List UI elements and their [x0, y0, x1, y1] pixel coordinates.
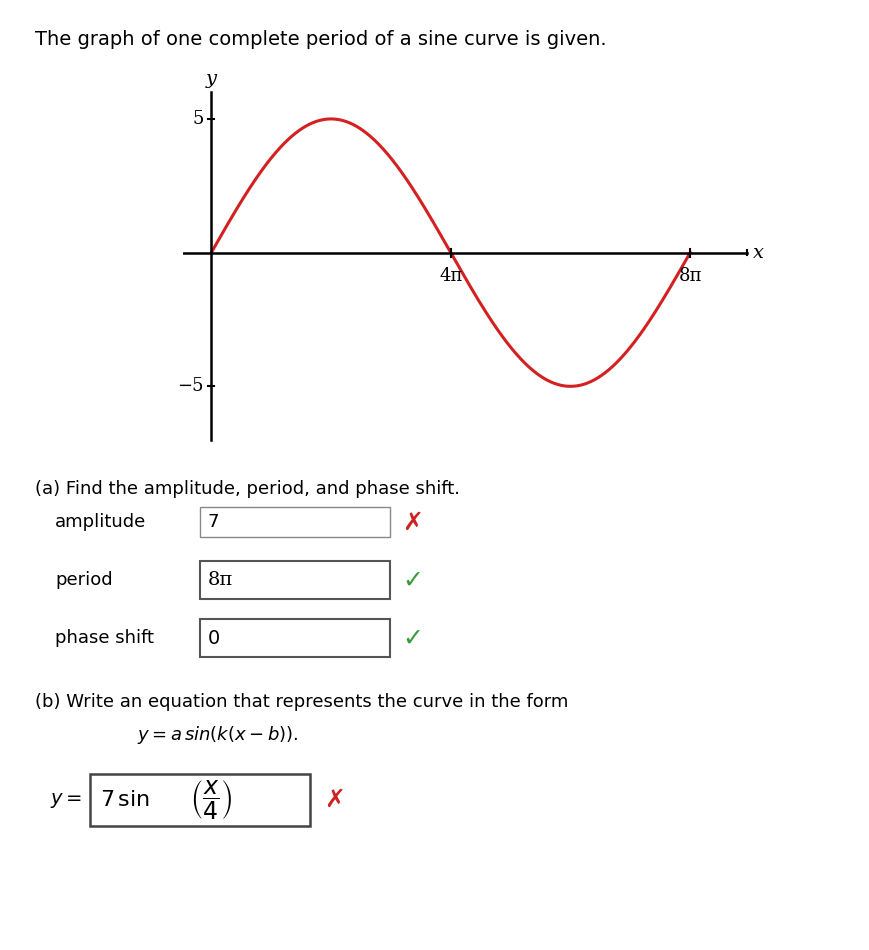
Text: phase shift: phase shift [55, 629, 154, 647]
Text: $y =$: $y =$ [50, 790, 82, 809]
Text: −5: −5 [177, 377, 203, 395]
Text: y: y [206, 70, 216, 88]
Text: The graph of one complete period of a sine curve is given.: The graph of one complete period of a si… [35, 30, 606, 49]
Text: 7: 7 [208, 513, 219, 531]
Text: ✗: ✗ [323, 788, 345, 812]
Text: ✗: ✗ [401, 510, 422, 535]
Text: x: x [753, 243, 763, 261]
FancyBboxPatch shape [90, 774, 309, 826]
Text: 8π: 8π [208, 571, 233, 589]
Text: ✓: ✓ [401, 568, 422, 593]
Text: 8π: 8π [678, 267, 701, 285]
Text: (a) Find the amplitude, period, and phase shift.: (a) Find the amplitude, period, and phas… [35, 481, 460, 499]
Text: amplitude: amplitude [55, 513, 146, 531]
Text: 5: 5 [192, 110, 203, 128]
Text: (b) Write an equation that represents the curve in the form: (b) Write an equation that represents th… [35, 694, 567, 712]
Text: $7\,\sin$: $7\,\sin$ [100, 789, 149, 811]
Text: $y = a\,\mathit{sin}(k(x-b)).$: $y = a\,\mathit{sin}(k(x-b)).$ [136, 724, 298, 746]
Text: ✓: ✓ [401, 626, 422, 651]
FancyBboxPatch shape [200, 561, 389, 599]
FancyBboxPatch shape [200, 619, 389, 657]
Text: $\left(\dfrac{x}{4}\right)$: $\left(\dfrac{x}{4}\right)$ [189, 778, 232, 822]
Text: 0: 0 [208, 629, 220, 648]
FancyBboxPatch shape [200, 507, 389, 538]
Text: period: period [55, 571, 112, 589]
Text: 4π: 4π [439, 267, 461, 285]
